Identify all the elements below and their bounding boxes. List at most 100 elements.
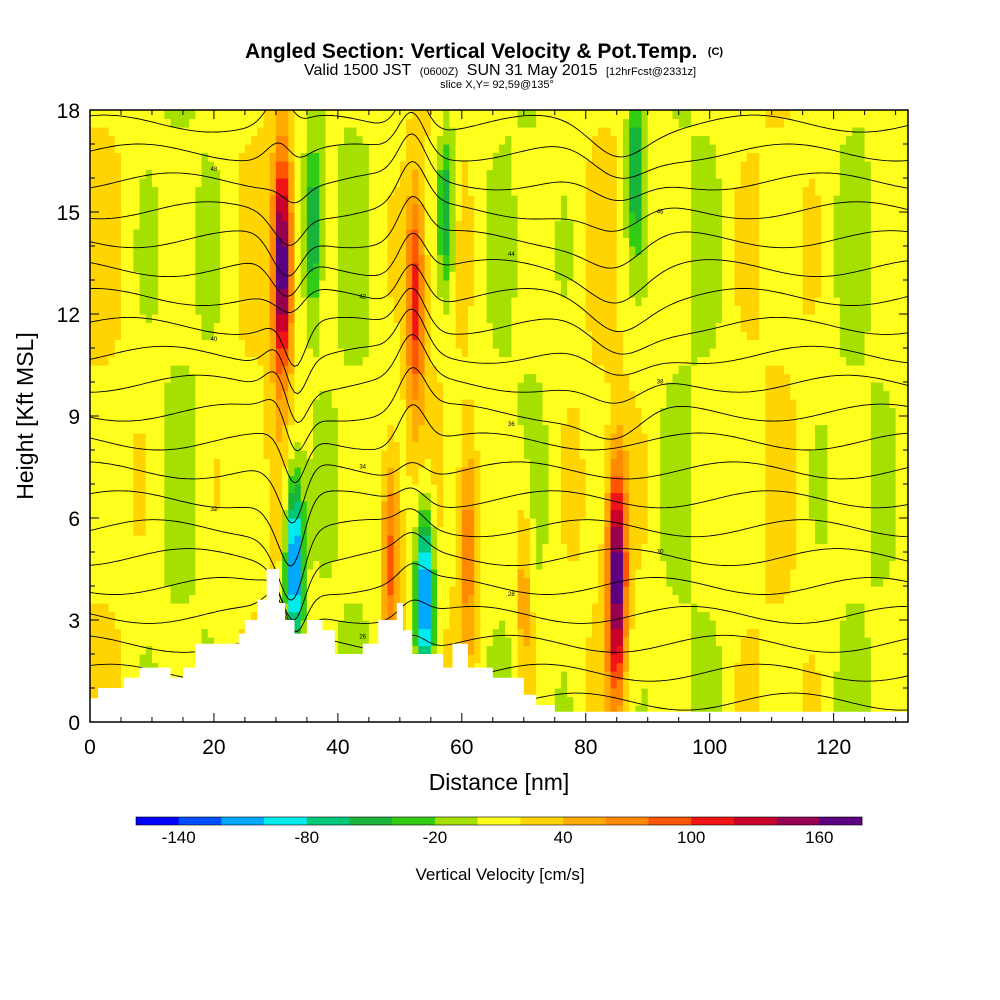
velocity-cell xyxy=(263,186,271,196)
velocity-cell xyxy=(102,662,110,672)
velocity-cell xyxy=(368,543,376,553)
velocity-cell xyxy=(492,475,500,485)
velocity-cell xyxy=(263,501,271,511)
velocity-cell xyxy=(207,203,215,213)
velocity-cell xyxy=(350,297,358,307)
velocity-cell xyxy=(226,399,234,409)
velocity-cell xyxy=(387,407,395,417)
velocity-cell xyxy=(443,305,451,315)
velocity-cell xyxy=(170,628,178,638)
velocity-cell xyxy=(133,203,141,213)
velocity-cell xyxy=(418,305,426,315)
velocity-cell xyxy=(244,288,252,298)
velocity-cell xyxy=(412,212,420,222)
velocity-cell xyxy=(461,254,469,264)
velocity-cell xyxy=(319,229,327,239)
velocity-cell xyxy=(120,110,128,120)
velocity-cell xyxy=(176,560,184,570)
velocity-cell xyxy=(220,535,227,545)
velocity-cell xyxy=(201,135,209,145)
velocity-cell xyxy=(108,322,116,332)
velocity-cell xyxy=(96,322,103,332)
velocity-cell xyxy=(294,399,302,409)
velocity-cell xyxy=(505,620,512,630)
velocity-cell xyxy=(120,407,128,417)
velocity-cell xyxy=(437,263,444,273)
velocity-cell xyxy=(319,127,327,137)
velocity-cell xyxy=(474,135,482,145)
velocity-cell xyxy=(480,297,488,307)
velocity-cell xyxy=(418,348,426,358)
velocity-cell xyxy=(176,263,184,273)
velocity-cell xyxy=(133,603,141,613)
velocity-cell xyxy=(263,110,271,120)
velocity-cell xyxy=(170,424,178,434)
velocity-cell xyxy=(424,212,432,222)
velocity-cell xyxy=(158,246,165,256)
velocity-cell xyxy=(313,203,320,213)
velocity-cell xyxy=(424,365,432,375)
velocity-cell xyxy=(207,254,215,264)
velocity-cell xyxy=(412,543,420,553)
velocity-cell xyxy=(480,314,488,324)
velocity-cell xyxy=(443,501,451,511)
velocity-cell xyxy=(492,348,500,358)
velocity-cell xyxy=(455,169,463,179)
velocity-cell xyxy=(474,331,482,341)
velocity-cell xyxy=(201,271,209,281)
velocity-cell xyxy=(455,365,463,375)
velocity-cell xyxy=(362,441,370,451)
velocity-cell xyxy=(511,390,519,400)
velocity-cell xyxy=(145,501,153,511)
velocity-cell xyxy=(263,492,271,502)
velocity-cell xyxy=(189,450,196,460)
velocity-cell xyxy=(151,237,159,247)
velocity-cell xyxy=(189,526,196,536)
velocity-cell xyxy=(90,382,97,392)
velocity-cell xyxy=(412,501,420,511)
velocity-cell xyxy=(182,594,190,604)
velocity-cell xyxy=(443,254,451,264)
velocity-cell xyxy=(176,543,184,553)
velocity-cell xyxy=(344,603,351,613)
velocity-cell xyxy=(505,603,512,613)
velocity-cell xyxy=(511,458,519,468)
velocity-cell xyxy=(381,450,389,460)
velocity-cell xyxy=(275,288,283,298)
velocity-cell xyxy=(393,144,401,154)
velocity-cell xyxy=(207,280,215,290)
velocity-cell xyxy=(350,186,358,196)
velocity-cell xyxy=(480,246,488,256)
velocity-cell xyxy=(331,586,339,596)
velocity-cell xyxy=(511,637,519,647)
velocity-cell xyxy=(331,118,339,128)
velocity-cell xyxy=(350,475,358,485)
velocity-cell xyxy=(499,654,506,664)
velocity-cell xyxy=(158,373,165,383)
velocity-cell xyxy=(244,169,252,179)
velocity-cell xyxy=(387,467,395,477)
velocity-cell xyxy=(120,390,128,400)
velocity-cell xyxy=(344,526,351,536)
velocity-cell xyxy=(300,331,308,341)
velocity-cell xyxy=(313,416,320,426)
velocity-cell xyxy=(108,654,116,664)
velocity-cell xyxy=(505,560,512,570)
velocity-cell xyxy=(139,594,147,604)
velocity-cell xyxy=(356,127,364,137)
velocity-cell xyxy=(399,390,407,400)
velocity-cell xyxy=(362,263,370,273)
velocity-cell xyxy=(480,305,488,315)
velocity-cell xyxy=(362,560,370,570)
velocity-cell xyxy=(226,135,234,145)
velocity-cell xyxy=(468,645,475,655)
velocity-cell xyxy=(455,161,463,171)
velocity-cell xyxy=(306,322,314,332)
velocity-cell xyxy=(455,407,463,417)
velocity-cell xyxy=(337,195,345,205)
velocity-cell xyxy=(269,246,277,256)
velocity-cell xyxy=(418,271,426,281)
velocity-cell xyxy=(145,509,153,519)
velocity-cell xyxy=(226,535,234,545)
